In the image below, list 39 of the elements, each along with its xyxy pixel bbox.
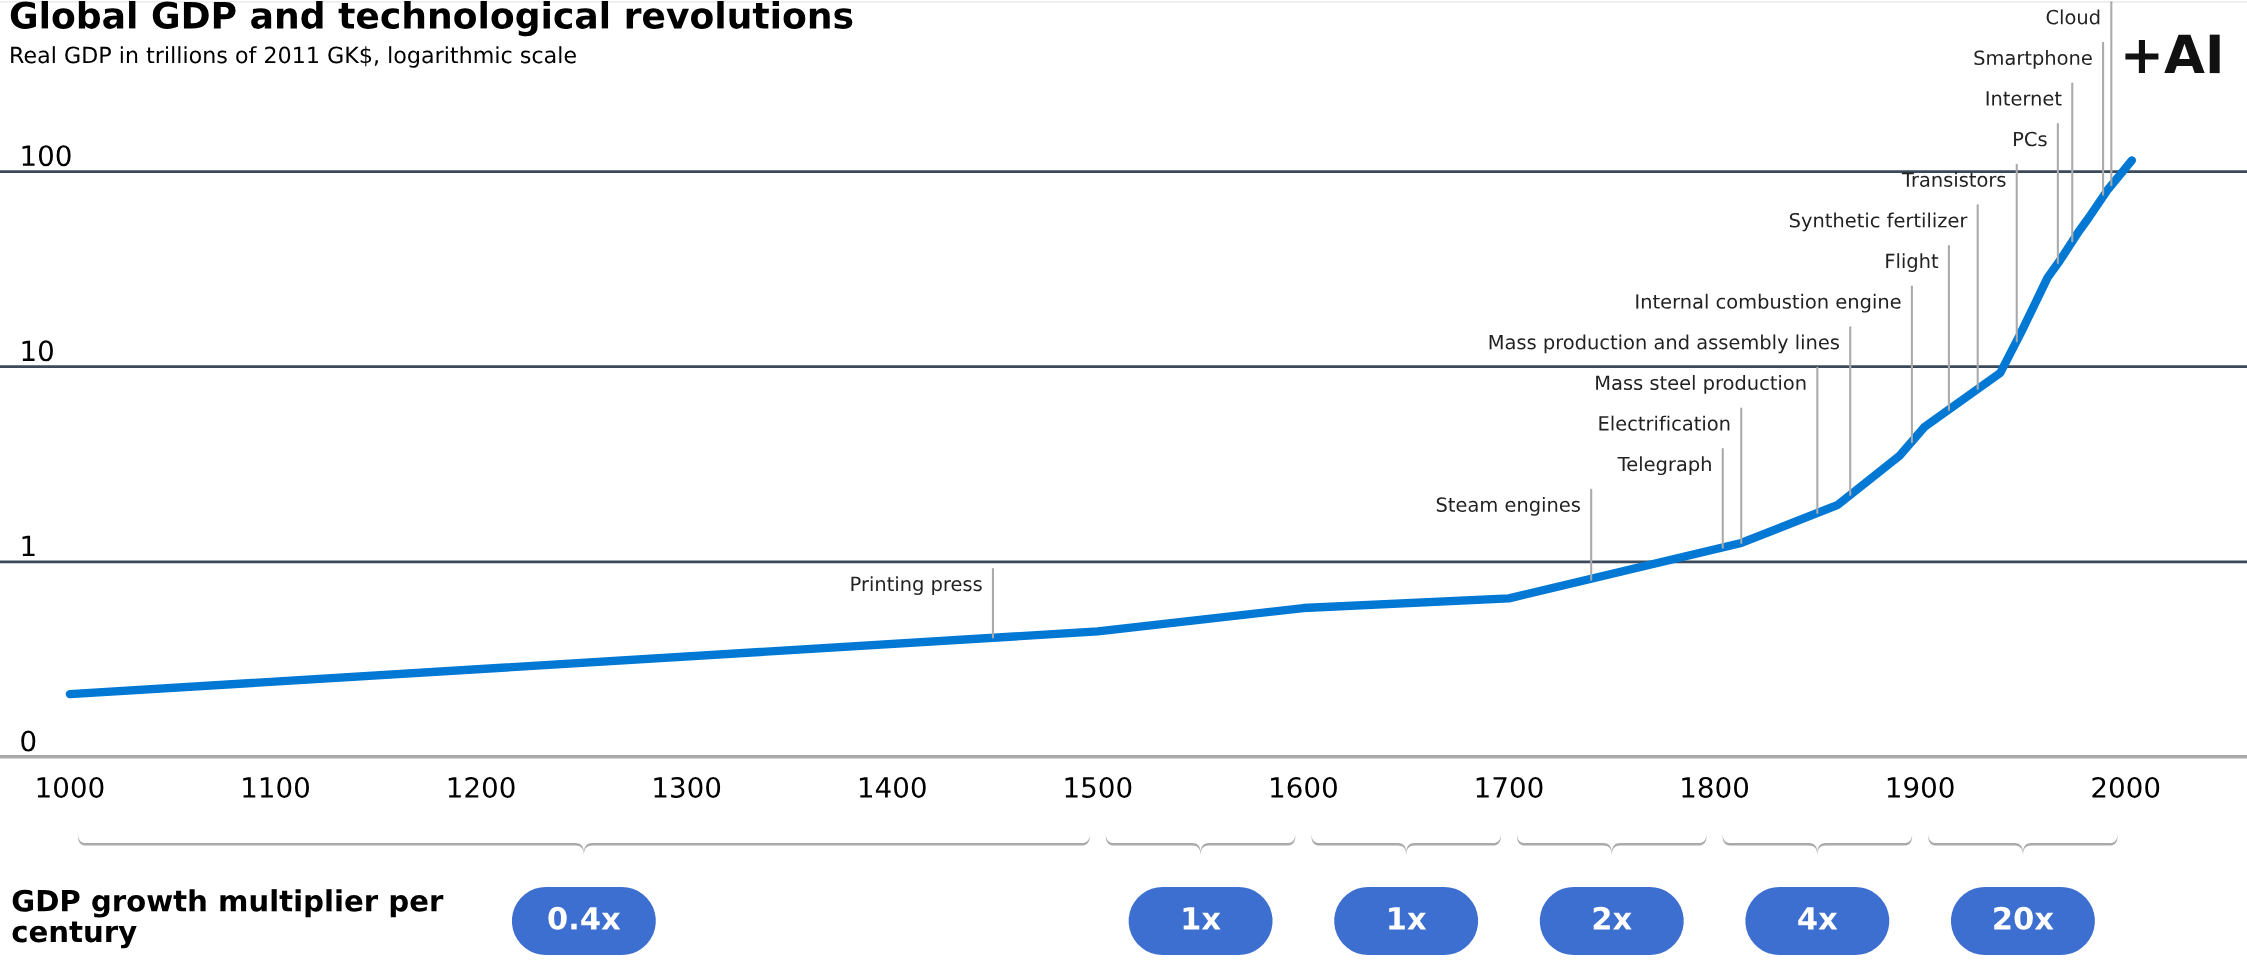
- x-tick-label: 1100: [243, 776, 309, 798]
- annotation: Mass production and assembly lines: [1489, 334, 1839, 354]
- y-tick-label: 100: [22, 145, 71, 167]
- text: 4x: [1798, 907, 1838, 930]
- text: 20x: [1994, 906, 2054, 930]
- annotation: Telegraph: [1617, 456, 1711, 476]
- x-tick-label: 1500: [1065, 776, 1132, 798]
- x-tick-label: 1600: [1271, 776, 1337, 798]
- annotation: Smartphone: [1974, 50, 2092, 69]
- annotation: Electrification: [1599, 415, 1730, 431]
- x-tick-label: 1900: [1887, 776, 1954, 798]
- text: 1x: [1183, 907, 1221, 930]
- annotation: Internet: [1986, 91, 2062, 106]
- annotation: +AI: [2125, 34, 2220, 74]
- x-tick-label: 1200: [448, 776, 515, 798]
- x-tick-label: 1400: [859, 776, 926, 798]
- annotation: PCs: [2014, 131, 2047, 147]
- annotation: Synthetic fertilizer: [1789, 212, 1968, 232]
- annotation: Steam engines: [1436, 496, 1580, 516]
- text: Real GDP in trillions of 2011 GK$, logarithmic scale: [11, 46, 576, 68]
- text: 1x: [1389, 907, 1427, 930]
- annotation: Internal combustion engine: [1636, 293, 1901, 313]
- y-tick-label: 0: [21, 730, 36, 752]
- annotation: Printing press: [851, 576, 982, 596]
- annotation: Mass steel production: [1596, 375, 1806, 394]
- annotation: Flight: [1886, 253, 1939, 272]
- annotation: Transistors: [1901, 171, 2006, 187]
- y-tick-label: 10: [22, 340, 53, 362]
- x-tick-label: 1300: [654, 776, 721, 798]
- text: GDP growth multiplier per century: [12, 889, 444, 949]
- annotation: Cloud: [2046, 9, 2100, 25]
- y-tick-label: 1: [22, 535, 35, 557]
- x-tick-label: 1800: [1682, 776, 1749, 798]
- x-tick-label: 1700: [1476, 776, 1543, 798]
- x-tick-label: 2000: [2092, 776, 2160, 798]
- chart-title: Global GDP and technological revolutions: [10, 0, 853, 37]
- x-tick-label: 1000: [37, 776, 104, 798]
- text: 0.4x: [548, 906, 621, 930]
- text: 2x: [1593, 906, 1632, 930]
